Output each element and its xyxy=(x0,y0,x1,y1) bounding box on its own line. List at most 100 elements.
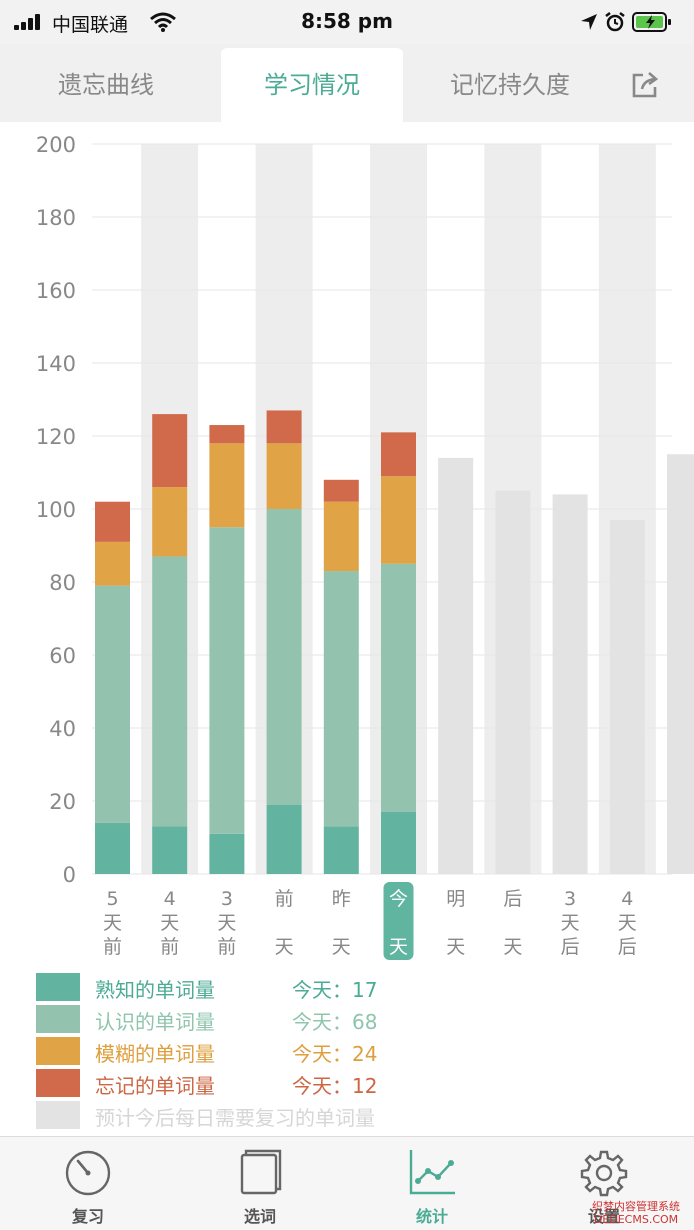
watermark-line: DEDECMS.COM xyxy=(593,1213,679,1226)
bar-segment[interactable] xyxy=(381,563,416,812)
bar-segment[interactable] xyxy=(209,833,245,874)
nav-review[interactable]: 复习 xyxy=(28,1137,148,1230)
x-tick-label: 今 xyxy=(389,888,408,910)
bar-segment[interactable] xyxy=(95,501,130,542)
bar-segment[interactable] xyxy=(266,410,302,444)
bar-segment[interactable] xyxy=(381,432,416,477)
nav-label: 设置 xyxy=(587,1207,620,1226)
bar-segment[interactable] xyxy=(209,527,245,834)
bar-segment[interactable] xyxy=(609,519,645,874)
bar-segment[interactable] xyxy=(152,826,188,874)
x-tick-label: 3 xyxy=(564,888,576,910)
x-tick-label: 后 xyxy=(618,936,637,958)
x-tick-label: 天 xyxy=(389,936,408,958)
bar-segment[interactable] xyxy=(323,571,359,827)
x-tick-label: 天 xyxy=(103,912,122,934)
y-tick-label: 40 xyxy=(49,717,76,741)
x-tick-label: 后 xyxy=(503,888,522,910)
nav-statistics[interactable]: 统计 xyxy=(372,1137,492,1230)
gauge-icon xyxy=(65,1150,111,1196)
bar-segment[interactable] xyxy=(209,443,245,528)
legend-item-forecast: 预计今后每日需要复习的单词量 xyxy=(36,1100,676,1130)
x-tick-label: 前 xyxy=(275,888,294,910)
legend-swatch xyxy=(36,1037,80,1065)
book-icon xyxy=(240,1149,282,1195)
legend-swatch xyxy=(36,973,80,1001)
clock-time: 8:58 pm xyxy=(301,9,393,33)
x-tick-label: 4 xyxy=(621,888,633,910)
legend-label: 熟知的单词量 xyxy=(95,978,215,1002)
bar-segment[interactable] xyxy=(95,585,130,823)
alarm-icon xyxy=(605,12,625,32)
tab-learning-status[interactable]: 学习情况 xyxy=(221,48,403,122)
bar-segment[interactable] xyxy=(209,425,245,444)
bar-segment[interactable] xyxy=(95,822,130,874)
x-tick-label: 天 xyxy=(160,912,179,934)
legend-today-value: 今天：17 xyxy=(292,978,378,1002)
y-tick-label: 120 xyxy=(36,425,76,449)
wifi-icon xyxy=(150,12,176,32)
x-tick-label: 前 xyxy=(103,936,122,958)
legend-label: 认识的单词量 xyxy=(95,1010,215,1034)
today-highlight xyxy=(383,882,414,960)
watermark-line: 织梦内容管理系统 xyxy=(592,1200,680,1213)
bar-segment[interactable] xyxy=(552,494,588,874)
x-tick-label: 4 xyxy=(164,888,176,910)
y-tick-label: 160 xyxy=(36,279,76,303)
legend-item-forgotten: 忘记的单词量 今天：12 xyxy=(36,1068,676,1098)
legend-label: 忘记的单词量 xyxy=(95,1074,215,1098)
nav-label: 复习 xyxy=(71,1207,104,1226)
y-tick-label: 0 xyxy=(63,863,76,887)
bar-segment[interactable] xyxy=(381,811,416,874)
y-tick-label: 100 xyxy=(36,498,76,522)
nav-select-words[interactable]: 选词 xyxy=(200,1137,320,1230)
bar-segment[interactable] xyxy=(495,490,531,874)
legend-item-known: 认识的单词量 今天：68 xyxy=(36,1004,676,1034)
gear-icon xyxy=(580,1150,628,1197)
bottom-tab-bar: 复习 选词 统计 设置 织梦内容管理系统 DEDECMS.COM xyxy=(0,1136,694,1230)
location-arrow-icon xyxy=(581,14,597,30)
legend-item-fuzzy: 模糊的单词量 今天：24 xyxy=(36,1036,676,1066)
bar-segment[interactable] xyxy=(152,487,188,557)
bar-segment[interactable] xyxy=(323,826,359,874)
legend-swatch xyxy=(36,1069,80,1097)
x-tick-label: 天 xyxy=(561,912,580,934)
legend-today-value: 今天：12 xyxy=(292,1074,378,1098)
x-tick-label: 天 xyxy=(618,912,637,934)
tab-forgetting-curve[interactable]: 遗忘曲线 xyxy=(58,71,154,99)
x-tick-label: 明 xyxy=(446,888,465,910)
legend-today-value: 今天：68 xyxy=(292,1010,378,1034)
bar-segment[interactable] xyxy=(152,556,188,827)
legend-swatch xyxy=(36,1101,80,1129)
bar-segment[interactable] xyxy=(381,476,416,564)
x-tick-label: 5 xyxy=(106,888,118,910)
legend-label: 预计今后每日需要复习的单词量 xyxy=(95,1106,375,1130)
tab-memory-durability[interactable]: 记忆持久度 xyxy=(450,71,570,99)
legend-item-familiar: 熟知的单词量 今天：17 xyxy=(36,972,676,1002)
x-tick-label: 3 xyxy=(221,888,233,910)
nav-label: 统计 xyxy=(415,1207,448,1226)
bar-segment[interactable] xyxy=(95,541,130,586)
line-chart-icon xyxy=(409,1150,455,1195)
bar-segment[interactable] xyxy=(438,457,474,874)
share-icon[interactable] xyxy=(630,70,660,100)
nav-label: 选词 xyxy=(243,1207,276,1226)
bar-segment[interactable] xyxy=(667,454,694,874)
y-tick-label: 20 xyxy=(49,790,76,814)
bar-segment[interactable] xyxy=(266,509,302,805)
y-tick-label: 80 xyxy=(49,571,76,595)
bar-segment[interactable] xyxy=(323,479,359,502)
status-bar: 中国联通 8:58 pm xyxy=(0,0,694,44)
bar-segment[interactable] xyxy=(266,443,302,509)
y-tick-label: 140 xyxy=(36,352,76,376)
carrier-name: 中国联通 xyxy=(52,14,129,36)
bar-segment[interactable] xyxy=(323,501,359,572)
x-tick-label: 天 xyxy=(332,936,351,958)
nav-settings[interactable]: 设置 xyxy=(544,1137,664,1230)
battery-charging-icon xyxy=(632,12,671,32)
x-tick-label: 前 xyxy=(217,936,236,958)
bar-segment[interactable] xyxy=(266,804,302,874)
bar-segment[interactable] xyxy=(152,414,188,488)
legend-label: 模糊的单词量 xyxy=(95,1042,215,1066)
